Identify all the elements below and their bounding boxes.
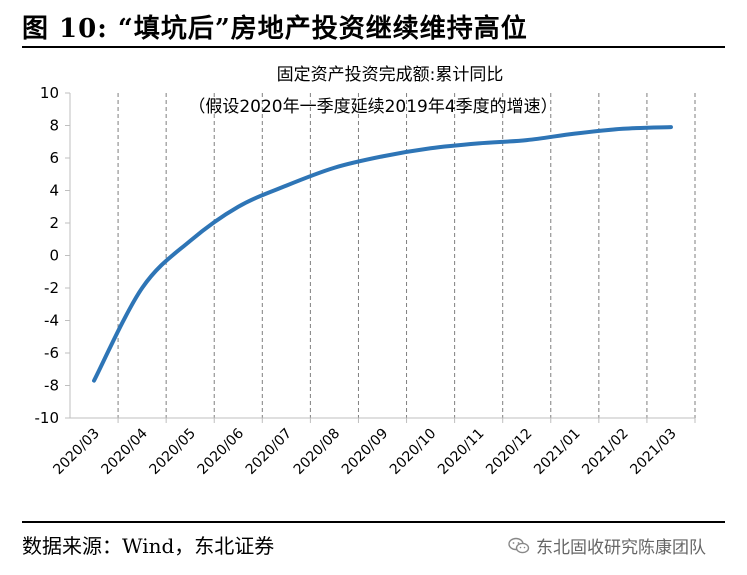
chart-title: 固定资产投资完成额:累计同比 bbox=[277, 65, 504, 85]
bottom-rule bbox=[22, 521, 725, 523]
label-layer: 2020/032020/042020/052020/062020/072020/… bbox=[50, 425, 679, 478]
x-tick-label: 2020/06 bbox=[195, 425, 248, 478]
y-tick-label: 6 bbox=[49, 149, 59, 167]
figure-title: 图 10: “填坑后”房地产投资继续维持高位 bbox=[22, 14, 528, 44]
series-line bbox=[92, 125, 673, 383]
watermark: 东北固收研究陈康团队 bbox=[508, 533, 706, 558]
top-rule bbox=[22, 46, 725, 48]
series-layer bbox=[92, 125, 673, 383]
data-point bbox=[188, 239, 192, 243]
data-point bbox=[92, 379, 96, 383]
data-point bbox=[669, 125, 673, 129]
x-tick-label: 2021/02 bbox=[579, 426, 631, 478]
chart-subtitle: （假设2020年一季度延续2019年4季度的增速） bbox=[188, 97, 557, 117]
y-tick-label: 2 bbox=[49, 214, 59, 232]
y-tick-label: -2 bbox=[44, 279, 59, 297]
data-point bbox=[381, 154, 385, 158]
x-tick-label: 2020/10 bbox=[387, 426, 439, 478]
data-point bbox=[429, 146, 433, 150]
grid-layer bbox=[117, 93, 696, 418]
watermark-text: 东北固收研究陈康团队 bbox=[536, 538, 706, 558]
y-tick-label: -6 bbox=[44, 344, 59, 362]
x-tick-label: 2020/07 bbox=[243, 426, 295, 478]
y-tick-label: 4 bbox=[49, 182, 59, 200]
data-point bbox=[236, 205, 240, 209]
data-point bbox=[573, 132, 577, 136]
data-point bbox=[525, 138, 529, 142]
x-tick-label: 2020/09 bbox=[339, 426, 391, 478]
x-tick-label: 2021/01 bbox=[531, 426, 583, 478]
wechat-icon bbox=[508, 537, 530, 553]
data-point bbox=[477, 141, 481, 145]
figure-header: 图 10: “填坑后”房地产投资继续维持高位 bbox=[0, 0, 747, 44]
x-tick-label: 2020/12 bbox=[483, 426, 535, 478]
x-tick-label: 2020/04 bbox=[98, 425, 151, 478]
x-tick-label: 2020/08 bbox=[291, 426, 343, 478]
y-tick-label: -4 bbox=[44, 312, 59, 330]
source-note: 数据来源：Wind，东北证券 bbox=[22, 534, 275, 558]
y-tick-label: -8 bbox=[44, 377, 59, 395]
x-tick-label: 2021/03 bbox=[627, 426, 679, 478]
axis-layer: 10 8 6 4 2 0 -2 -4 -6 -8 -10 bbox=[35, 84, 696, 427]
line-chart: 10 8 6 4 2 0 -2 -4 -6 -8 -10 固定资产投资完成额:累计同比 （假设202… bbox=[35, 65, 696, 478]
x-tick-label: 2020/11 bbox=[435, 426, 487, 478]
x-tick-label: 2020/03 bbox=[50, 426, 102, 478]
data-point bbox=[140, 286, 144, 290]
data-point bbox=[621, 127, 625, 131]
y-tick-label: 10 bbox=[40, 84, 59, 102]
x-tick-label: 2020/05 bbox=[147, 426, 199, 478]
data-point bbox=[284, 184, 288, 188]
y-tick-label: 8 bbox=[49, 117, 59, 135]
y-tick-label: -10 bbox=[35, 409, 60, 427]
y-tick-label: 0 bbox=[49, 247, 59, 265]
data-point bbox=[332, 166, 336, 170]
